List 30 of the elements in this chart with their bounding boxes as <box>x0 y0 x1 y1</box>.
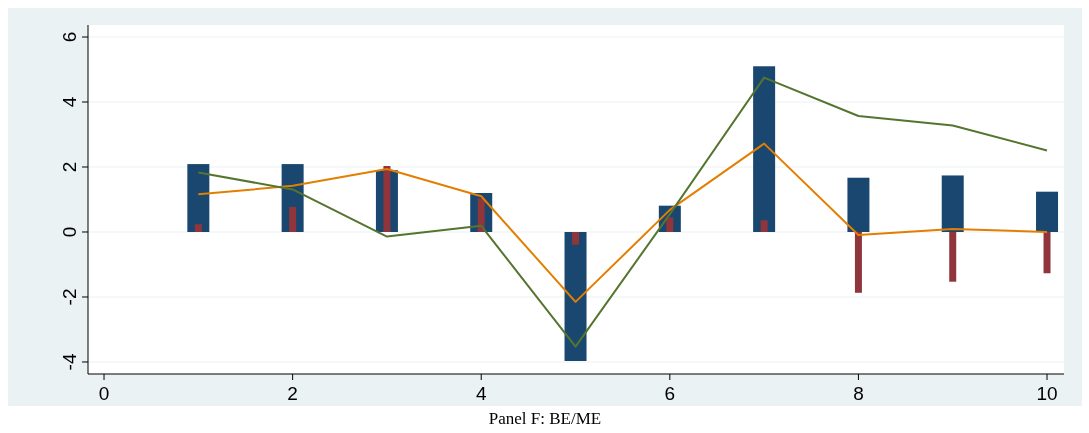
bar <box>187 164 210 232</box>
bar <box>289 206 297 232</box>
x-tick-label: 10 <box>1036 383 1058 404</box>
text: Panel F: BE/ME <box>488 409 602 428</box>
bar <box>383 166 391 232</box>
bar <box>666 217 674 232</box>
bar <box>572 232 580 245</box>
bar <box>941 175 964 232</box>
y-tick-label: 6 <box>59 31 80 43</box>
x-tick-label: 2 <box>287 383 298 404</box>
bar <box>1036 191 1059 232</box>
y-tick-label: 2 <box>59 161 80 173</box>
y-tick-label: -2 <box>59 288 80 306</box>
bar <box>847 177 870 232</box>
x-tick-label: 6 <box>664 383 676 404</box>
bar <box>194 224 202 232</box>
line-series <box>197 142 1049 303</box>
bar <box>949 232 957 282</box>
bar <box>753 66 776 232</box>
x-tick-label: 0 <box>98 383 110 404</box>
x-tick-label: 8 <box>853 383 864 404</box>
y-tick-label: 4 <box>59 96 80 108</box>
line-series <box>197 76 1049 348</box>
bar <box>760 220 768 232</box>
x-tick-label: 4 <box>475 383 487 404</box>
y-tick-label: -4 <box>59 353 80 371</box>
bar <box>1043 232 1051 274</box>
bar <box>854 232 862 293</box>
bar <box>564 232 587 361</box>
y-tick-label: 0 <box>59 226 80 238</box>
